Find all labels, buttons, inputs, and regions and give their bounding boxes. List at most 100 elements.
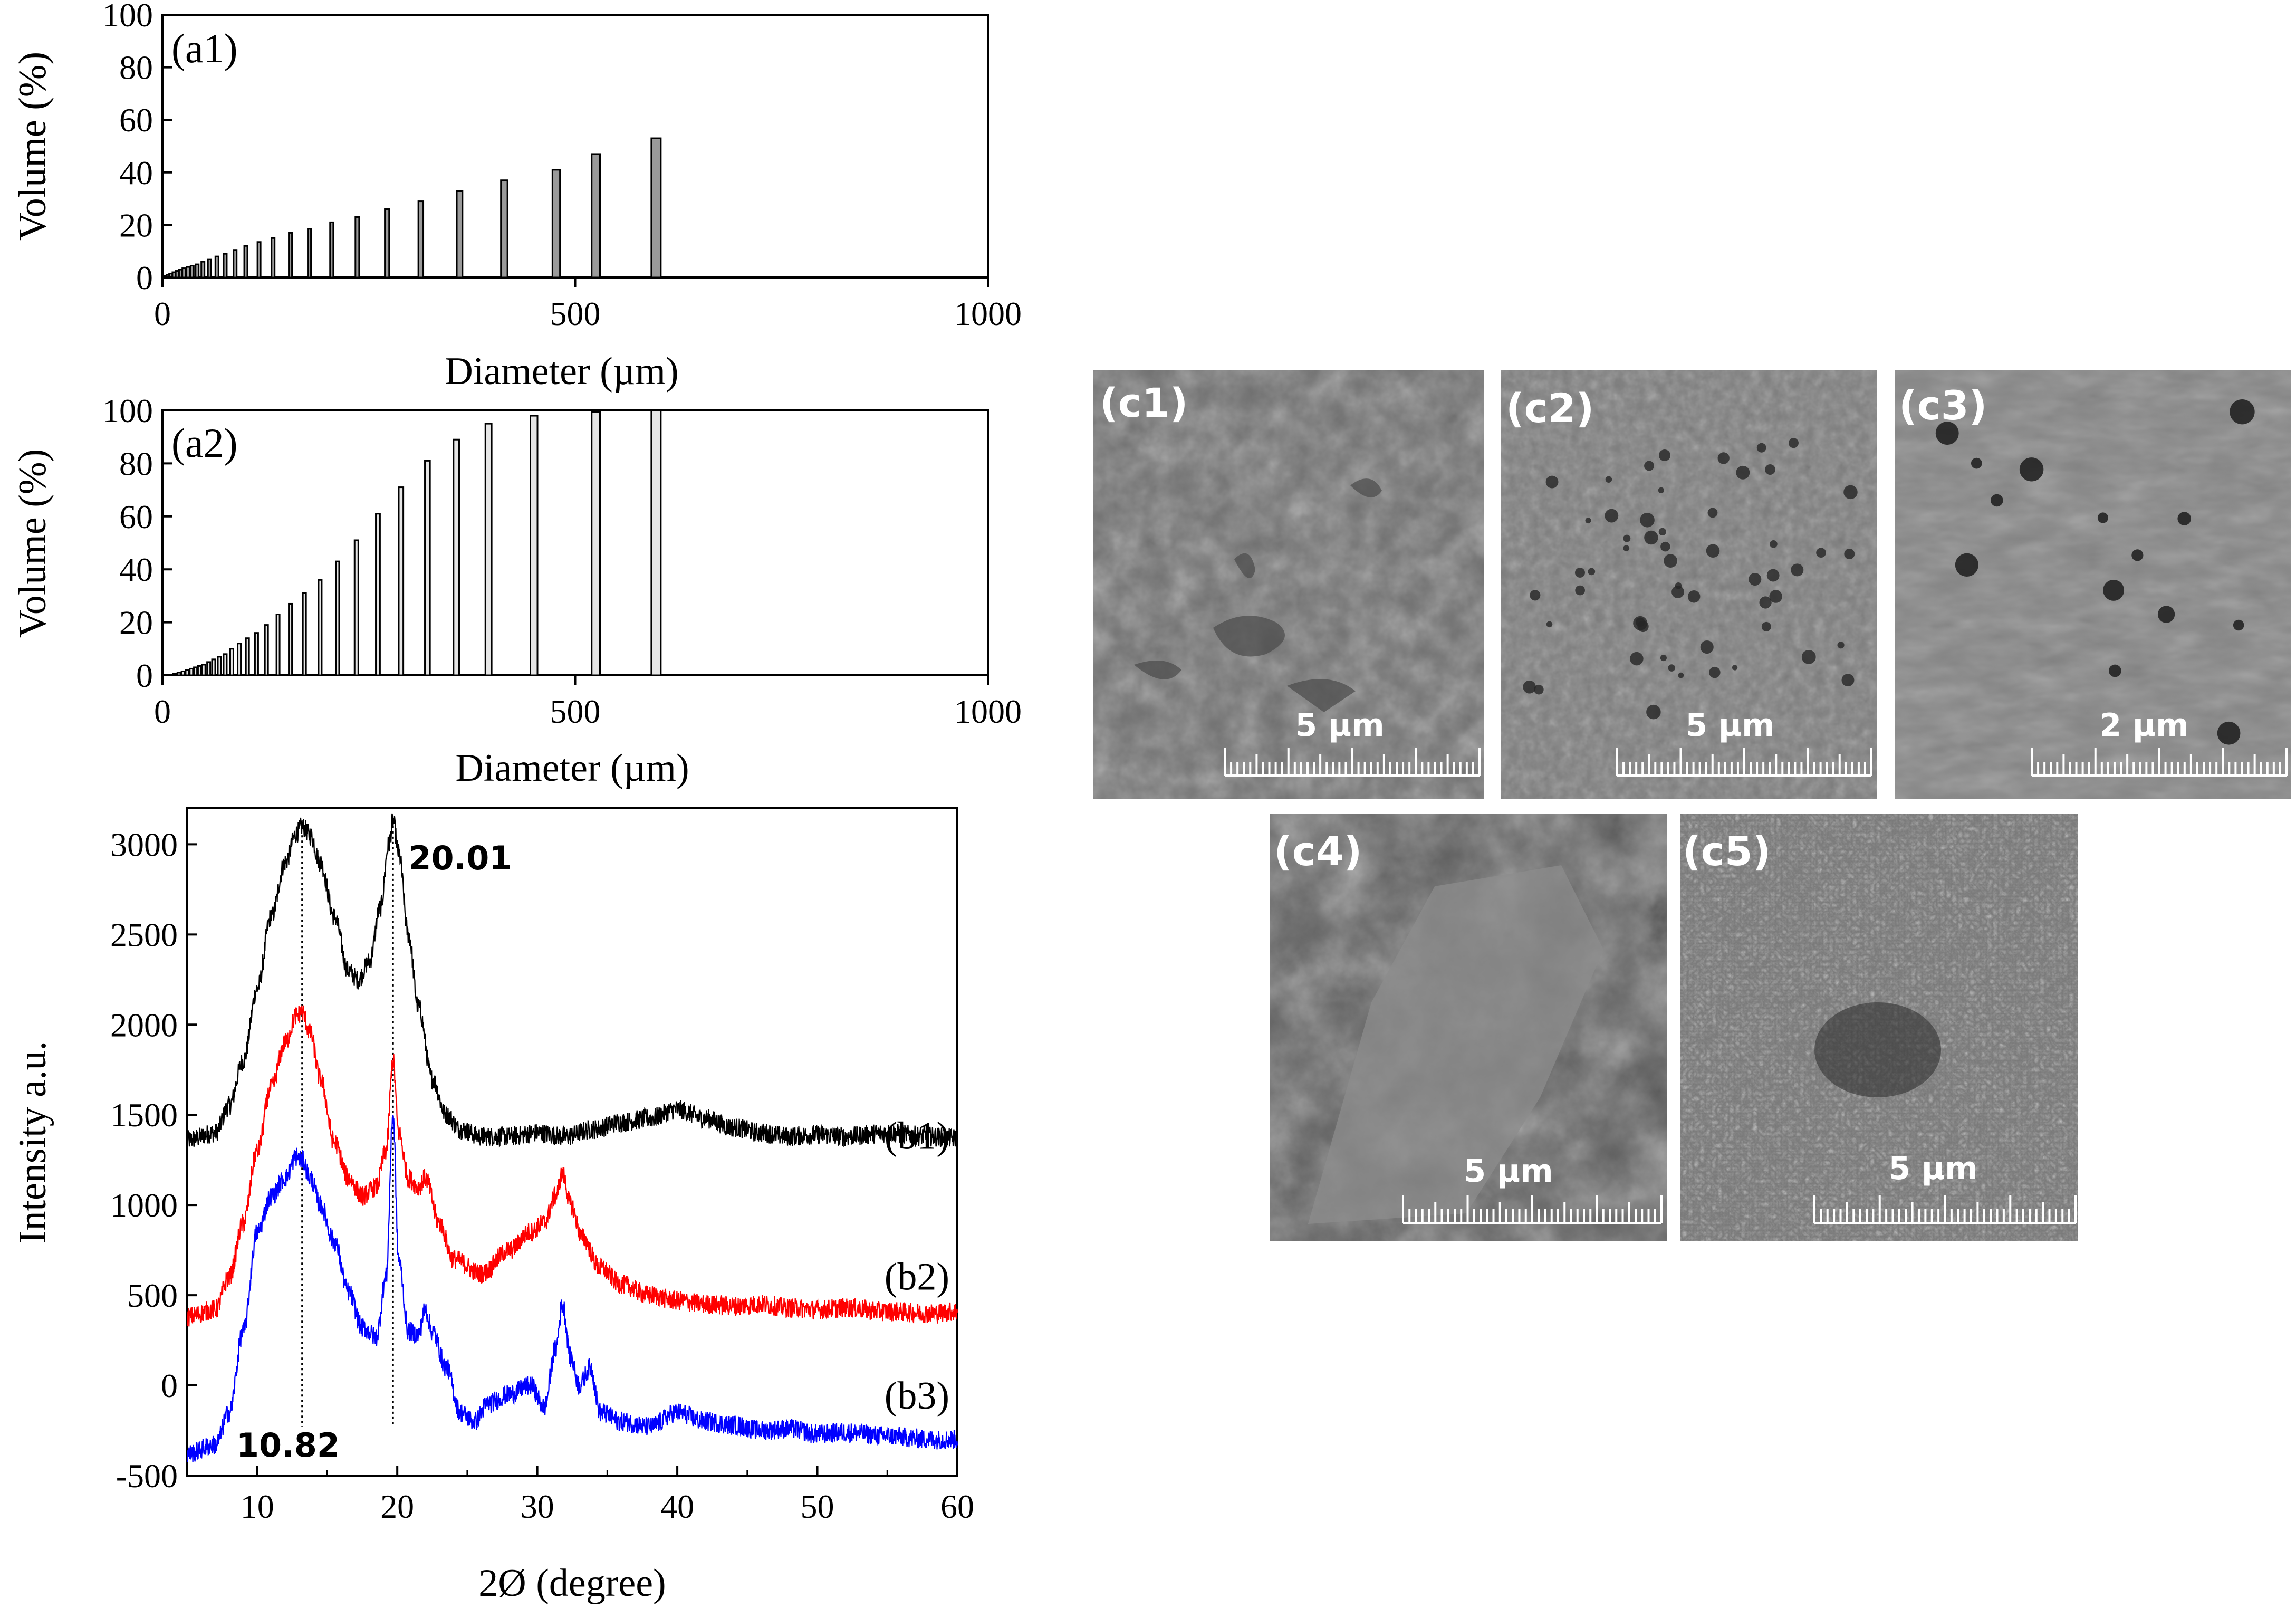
- pore-c2-2: [1709, 666, 1721, 678]
- pore-c2-52: [1678, 672, 1684, 678]
- pore-c2-44: [1732, 665, 1738, 671]
- bar-a2-25: [424, 460, 431, 676]
- ytick-label-b-4: 1500: [110, 1096, 178, 1134]
- sem-c4-label: (c4): [1274, 828, 1362, 875]
- pore-c2-12: [1765, 464, 1775, 475]
- xtick-label-a2-1: 500: [550, 693, 601, 730]
- bar-a2-26: [453, 438, 460, 676]
- pore-c2-53: [1770, 540, 1778, 548]
- pore-c2-41: [1640, 512, 1655, 528]
- bar-a2-5: [193, 666, 198, 676]
- pore-c2-11: [1736, 465, 1750, 480]
- pore-c3-1: [2103, 579, 2125, 601]
- pore-c3-0: [1955, 553, 1978, 577]
- bar-a2-18: [288, 602, 293, 676]
- ytick-label-a1-4: 80: [119, 49, 153, 87]
- ytick-label-a1-3: 60: [119, 101, 153, 139]
- pore-c2-19: [1769, 590, 1783, 603]
- pore-c2-54: [1700, 640, 1714, 654]
- pore-c2-30: [1801, 649, 1816, 664]
- bar-a2-24: [398, 486, 405, 676]
- pore-c2-46: [1545, 475, 1559, 489]
- series-line-0: [186, 813, 958, 1148]
- bar-a2-0: [172, 673, 177, 676]
- bar-a2-6: [197, 665, 202, 676]
- bar-a1-8: [189, 265, 195, 279]
- ytick-label-a1-0: 0: [136, 259, 153, 296]
- bar-a1-26: [551, 169, 561, 279]
- pore-c2-34: [1637, 620, 1649, 633]
- pore-c2-38: [1816, 548, 1826, 558]
- chart-b-series-labels: (b1) (b2) (b3): [885, 1115, 949, 1418]
- pore-c2-25: [1574, 567, 1585, 578]
- bar-a1-25: [500, 179, 508, 279]
- ytick-label-a2-3: 60: [119, 498, 153, 535]
- chart-b-ylabel: Intensity a.u.: [11, 1041, 54, 1243]
- xtick-label-b-2: 30: [521, 1488, 554, 1525]
- sem-c5-scale-label: 5 µm: [1888, 1150, 1977, 1187]
- bar-a1-28: [650, 137, 662, 279]
- ytick-label-a2-1: 20: [119, 604, 153, 642]
- ytick-label-b-2: 500: [127, 1277, 178, 1314]
- pore-c2-14: [1687, 590, 1701, 603]
- bar-a2-21: [335, 560, 340, 676]
- bar-a1-10: [200, 261, 206, 279]
- chart-a2-frame: [161, 409, 989, 676]
- bar-a2-27: [484, 423, 493, 676]
- pore-c2-24: [1668, 664, 1676, 672]
- pore-c3-5: [2097, 512, 2108, 523]
- ytick-label-a2-0: 0: [136, 657, 153, 694]
- pore-c2-29: [1660, 655, 1667, 662]
- bar-a1-6: [181, 267, 187, 279]
- chart-a2-ylabel: Volume (%): [11, 449, 54, 638]
- pore-c2-42: [1534, 684, 1544, 695]
- peak-annotation-1: 10.82: [236, 1426, 340, 1465]
- pore-c2-51: [1791, 563, 1804, 577]
- bar-a2-11: [223, 653, 228, 676]
- pore-c2-37: [1630, 652, 1644, 666]
- pore-c2-23: [1658, 449, 1670, 462]
- xtick-label-b-3: 40: [660, 1488, 694, 1525]
- bar-a1-11: [207, 258, 212, 279]
- bar-a2-7: [201, 664, 206, 676]
- chart-b-xlabel: 2Ø (degree): [478, 1562, 666, 1605]
- pore-c2-40: [1644, 530, 1658, 545]
- bar-a1-13: [223, 253, 228, 279]
- sem-c4-scale-bar: [1402, 1195, 1663, 1224]
- pore-c3-10: [1935, 422, 1959, 445]
- xtick-label-a1-0: 0: [154, 295, 171, 332]
- pore-c3-4: [2109, 664, 2121, 677]
- sem-c2-scale-label: 5 µm: [1685, 707, 1774, 744]
- xtick-label-b-0: 10: [241, 1488, 274, 1525]
- bar-a2-16: [264, 624, 269, 676]
- pore-c2-35: [1660, 541, 1670, 552]
- ytick-label-b-1: 0: [161, 1367, 178, 1404]
- chart-b-annotations: 20.01 10.82: [236, 839, 512, 1465]
- chart-a2-panel-label: (a2): [171, 420, 238, 466]
- chart-a1-frame: [161, 14, 989, 279]
- bar-a2-19: [302, 592, 307, 676]
- bar-a1-18: [288, 232, 293, 279]
- pore-c2-13: [1588, 568, 1596, 576]
- pore-c2-0: [1605, 476, 1612, 483]
- pore-c2-3: [1766, 569, 1780, 582]
- ytick-label-b-5: 2000: [110, 1006, 178, 1044]
- xtick-label-b-5: 60: [940, 1488, 974, 1525]
- sem-c2-texture: [1501, 370, 1877, 799]
- bar-a2-14: [245, 637, 250, 676]
- sem-images: (c1) 5 µm (c2) 5 µm (c3) 2 µm (c4): [1093, 370, 2291, 1241]
- bar-a1-17: [271, 237, 276, 279]
- bar-a1-16: [256, 241, 262, 279]
- pore-c3-13: [2131, 549, 2144, 561]
- pore-c3-7: [2019, 457, 2044, 482]
- pore-c2-10: [1658, 487, 1665, 493]
- ytick-label-b-0: -500: [116, 1457, 178, 1495]
- bar-a2-15: [254, 632, 259, 676]
- xtick-label-a2-2: 1000: [954, 693, 1022, 730]
- peak-annotation-0: 20.01: [408, 839, 512, 877]
- pore-c2-4: [1843, 485, 1858, 500]
- ytick-label-a1-1: 20: [119, 206, 153, 244]
- pore-c2-31: [1644, 461, 1655, 471]
- series-line-1: [186, 1004, 958, 1327]
